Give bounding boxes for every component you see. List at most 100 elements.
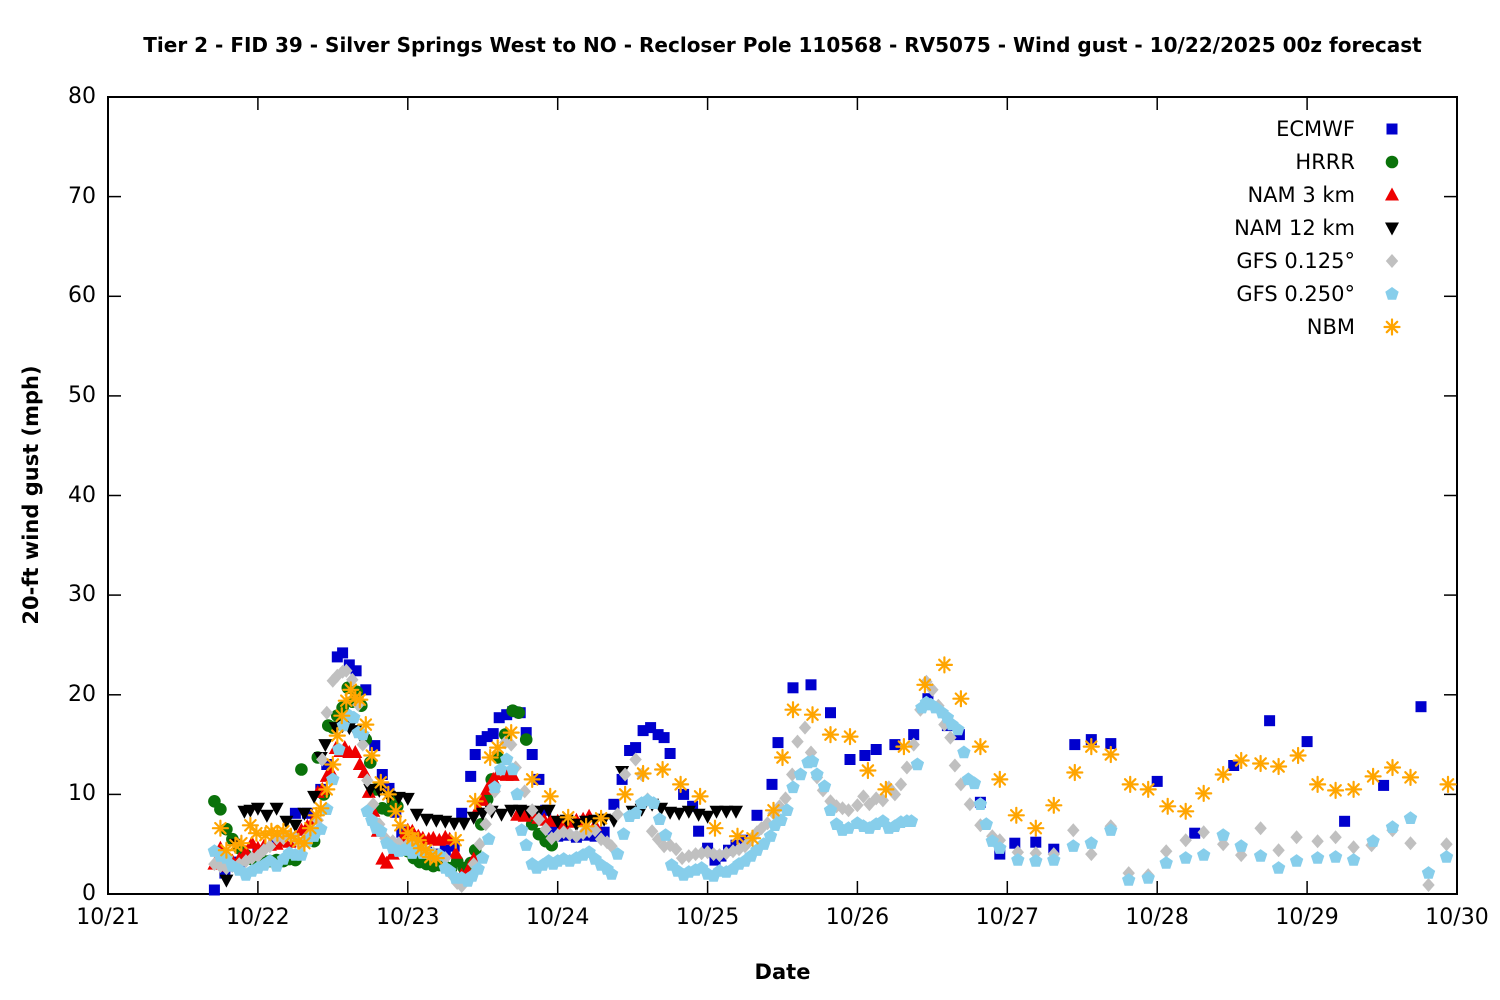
data-point — [526, 749, 538, 760]
x-tick-label: 10/28 — [1125, 905, 1189, 930]
data-point — [217, 841, 235, 859]
data-point — [1067, 823, 1080, 838]
data-point — [505, 737, 518, 752]
data-point — [279, 815, 294, 829]
data-point — [479, 817, 492, 832]
data-point — [550, 815, 565, 829]
data-point — [493, 712, 505, 724]
data-point — [360, 804, 374, 817]
data-point — [563, 827, 576, 842]
legend-label: HRRR — [1295, 149, 1355, 174]
data-point — [506, 762, 520, 776]
data-point — [720, 846, 733, 861]
data-point — [821, 725, 840, 744]
data-point — [297, 807, 312, 821]
data-point — [1084, 836, 1098, 849]
data-point — [333, 707, 351, 725]
data-point — [628, 806, 643, 819]
data-point — [1189, 827, 1201, 839]
data-point — [241, 816, 259, 834]
data-point — [1179, 851, 1193, 864]
data-point — [1385, 155, 1399, 168]
data-point — [500, 752, 514, 766]
data-point — [484, 802, 497, 817]
y-tick-label: 0 — [82, 881, 96, 906]
data-point — [541, 804, 556, 818]
data-point — [857, 789, 870, 804]
data-point — [600, 835, 614, 850]
data-point — [994, 848, 1006, 860]
data-point — [498, 728, 512, 741]
data-point — [1383, 317, 1401, 336]
data-point — [793, 767, 808, 781]
data-point — [1122, 873, 1136, 886]
data-point — [823, 803, 838, 816]
data-point — [1301, 736, 1313, 748]
data-point — [1326, 781, 1345, 800]
data-point — [624, 745, 636, 756]
data-point — [663, 838, 677, 853]
data-point — [1030, 836, 1042, 848]
data-point — [208, 884, 220, 896]
data-point — [779, 791, 792, 806]
data-point — [1385, 187, 1399, 200]
data-point — [519, 733, 533, 746]
data-point — [489, 738, 507, 757]
data-point — [1415, 701, 1427, 713]
data-point — [1403, 811, 1418, 824]
data-point — [616, 827, 631, 840]
data-point — [539, 822, 552, 837]
data-point — [611, 807, 624, 822]
data-point — [851, 798, 864, 813]
data-point — [763, 829, 778, 842]
legend-item-ecmwf: ECMWF — [1234, 112, 1403, 145]
legend-item-gfs0250: GFS 0.250° — [1234, 277, 1403, 310]
series-nbm — [211, 656, 1457, 867]
x-tick-label: 10/22 — [226, 905, 290, 930]
data-point — [709, 854, 721, 866]
data-point — [471, 862, 485, 875]
data-point — [1251, 754, 1270, 773]
data-point — [523, 770, 541, 789]
data-point — [1214, 765, 1232, 784]
data-point — [1009, 837, 1021, 849]
data-point — [766, 778, 778, 790]
data-point — [701, 845, 714, 860]
data-point — [1383, 758, 1402, 777]
data-point — [672, 807, 687, 821]
data-point — [1228, 760, 1240, 771]
data-point — [904, 814, 919, 827]
data-point — [709, 805, 724, 819]
data-point — [608, 798, 620, 810]
data-point — [967, 776, 982, 790]
data-point — [576, 826, 590, 841]
data-point — [1329, 830, 1342, 845]
y-tick-label: 10 — [68, 781, 96, 807]
y-tick-label: 40 — [68, 482, 96, 508]
legend-label: NBM — [1306, 314, 1355, 339]
data-point — [448, 845, 463, 859]
data-point — [817, 779, 832, 793]
data-point — [952, 690, 970, 708]
data-point — [519, 838, 533, 851]
data-point — [1011, 853, 1025, 866]
data-point — [870, 791, 883, 806]
y-tick-label: 60 — [68, 283, 96, 309]
x-tick-label: 10/26 — [825, 905, 890, 930]
x-tick-label: 10/29 — [1275, 905, 1339, 930]
data-point — [604, 867, 619, 880]
data-point — [979, 817, 993, 830]
data-point — [439, 844, 451, 856]
data-point — [1385, 820, 1400, 833]
data-point — [963, 797, 977, 812]
data-point — [908, 729, 920, 741]
data-point — [1386, 123, 1398, 134]
data-point — [314, 822, 328, 835]
nam3km-marker-icon — [1385, 187, 1399, 200]
data-point — [457, 817, 471, 831]
data-point — [494, 762, 508, 776]
data-point — [259, 809, 274, 823]
data-point — [475, 792, 490, 806]
data-point — [900, 760, 914, 775]
